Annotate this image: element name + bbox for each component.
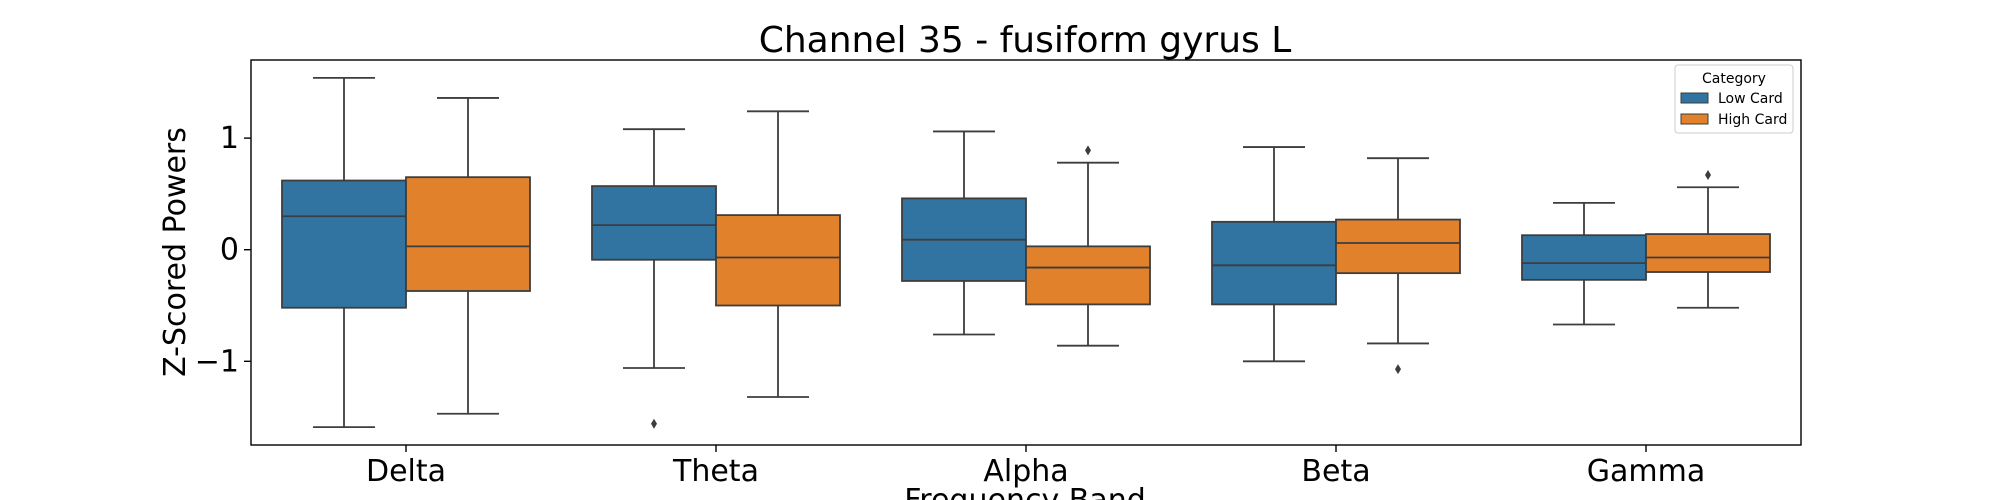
- outlier-point: [1705, 169, 1711, 180]
- box-alpha-high-card: [1025, 145, 1151, 347]
- box-gamma-low-card: [1521, 201, 1647, 326]
- box-delta-low-card: [281, 76, 407, 429]
- box-iqr: [1211, 220, 1337, 306]
- plot-area: [281, 76, 1771, 429]
- y-tick-label: 1: [220, 121, 239, 156]
- box-beta-high-card: [1335, 157, 1461, 375]
- box-iqr: [591, 185, 717, 261]
- x-tick-label: Delta: [366, 454, 446, 489]
- box-theta-low-card: [591, 128, 717, 429]
- box-iqr: [1645, 233, 1771, 273]
- legend-swatch-high-card: [1680, 113, 1709, 125]
- box-delta-high-card: [405, 97, 531, 415]
- box-alpha-low-card: [901, 130, 1027, 336]
- x-tick-label: Gamma: [1587, 454, 1705, 489]
- x-tick-label: Beta: [1301, 454, 1370, 489]
- box-theta-high-card: [715, 110, 841, 398]
- legend: Category Low Card High Card: [1674, 64, 1794, 134]
- x-axis: Delta Theta Alpha Beta Gamma: [366, 445, 1705, 489]
- y-axis: −1 0 1: [195, 121, 251, 379]
- legend-swatch-low-card: [1680, 92, 1709, 104]
- box-iqr: [1521, 234, 1647, 281]
- x-tick-label: Theta: [672, 454, 759, 489]
- legend-label-high-card: High Card: [1718, 112, 1787, 128]
- box-iqr: [715, 214, 841, 307]
- outlier-point: [1085, 145, 1091, 156]
- outlier-point: [651, 418, 657, 429]
- x-axis-label: Frequency Band: [904, 483, 1146, 500]
- box-iqr: [405, 176, 531, 292]
- x-tick-label: Alpha: [983, 454, 1068, 489]
- y-axis-label: Z-Scored Powers: [158, 127, 193, 377]
- box-iqr: [1335, 218, 1461, 275]
- box-beta-low-card: [1211, 146, 1337, 363]
- y-tick-label: 0: [220, 233, 239, 268]
- box-iqr: [281, 179, 407, 309]
- outlier-point: [1395, 364, 1401, 375]
- box-iqr: [1025, 245, 1151, 306]
- legend-title: Category: [1702, 71, 1766, 87]
- box-gamma-high-card: [1645, 169, 1771, 309]
- chart-title: Channel 35 - fusiform gyrus L: [759, 20, 1292, 61]
- legend-label-low-card: Low Card: [1718, 91, 1783, 107]
- y-tick-label: −1: [195, 344, 239, 379]
